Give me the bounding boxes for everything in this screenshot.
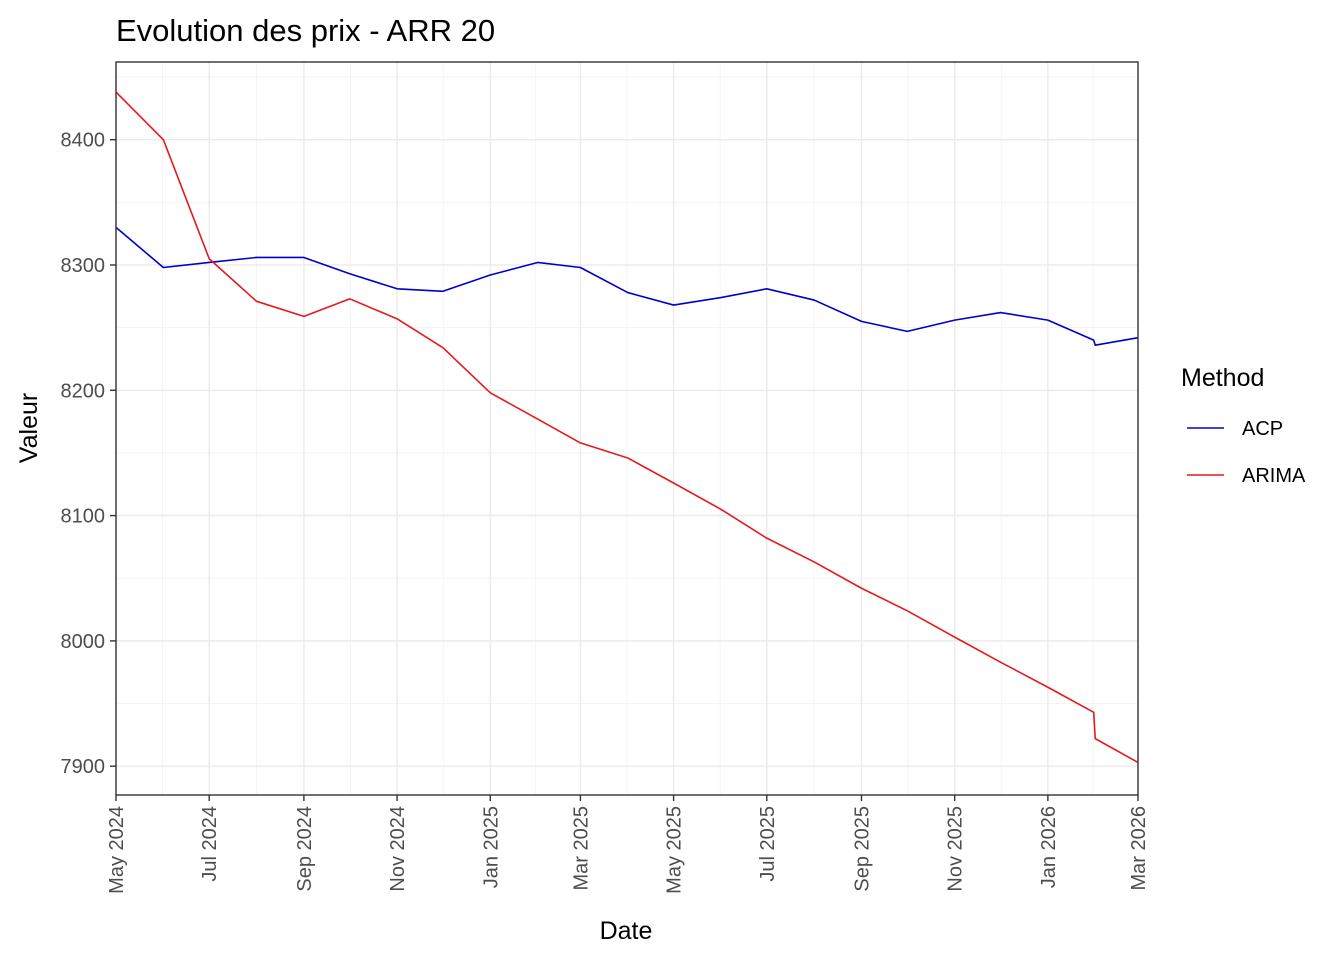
- x-tick-label: Nov 2025: [945, 806, 967, 892]
- x-tick-label: Sep 2025: [851, 806, 873, 892]
- legend-title: Method: [1181, 364, 1264, 392]
- legend: Method ACP ARIMA: [1181, 364, 1306, 487]
- x-tick-label: Jul 2025: [757, 806, 779, 882]
- legend-label-acp: ACP: [1242, 418, 1283, 440]
- y-tick-label: 8300: [61, 255, 106, 277]
- x-tick-label: Jul 2024: [199, 806, 221, 882]
- major-gridlines: [115, 62, 1139, 795]
- x-tick-label: May 2024: [106, 806, 128, 894]
- y-tick-label: 8200: [61, 380, 106, 402]
- y-tick-label: 8400: [61, 130, 106, 152]
- x-tick-label: Mar 2025: [570, 806, 592, 891]
- y-axis-title: Valeur: [15, 393, 43, 463]
- x-tick-label: Jan 2026: [1038, 806, 1060, 888]
- y-tick-label: 8100: [61, 506, 106, 528]
- x-tick-label: Nov 2024: [387, 806, 409, 892]
- chart-title: Evolution des prix - ARR 20: [116, 13, 495, 48]
- y-tick-label: 8000: [61, 631, 106, 653]
- series-line-acp: [115, 226, 1139, 346]
- y-tick-label: 7900: [61, 756, 106, 778]
- series-layer: [115, 91, 1139, 764]
- x-tick-label: Sep 2024: [294, 806, 316, 892]
- x-axis: May 2024 Jul 2024 Sep 2024 Nov 2024 Jan 2025…: [106, 795, 1150, 894]
- x-axis-title: Date: [600, 917, 653, 945]
- x-tick-label: Mar 2026: [1128, 806, 1150, 891]
- minor-gridlines: [116, 62, 1138, 795]
- x-tick-label: May 2025: [664, 806, 686, 894]
- legend-label-arima: ARIMA: [1242, 465, 1306, 487]
- y-axis: 7900 8000 8100 8200 8300 8400: [61, 130, 116, 778]
- plot-panel-border: [115, 61, 1139, 796]
- series-line-arima: [115, 91, 1139, 764]
- x-tick-label: Jan 2025: [480, 806, 502, 888]
